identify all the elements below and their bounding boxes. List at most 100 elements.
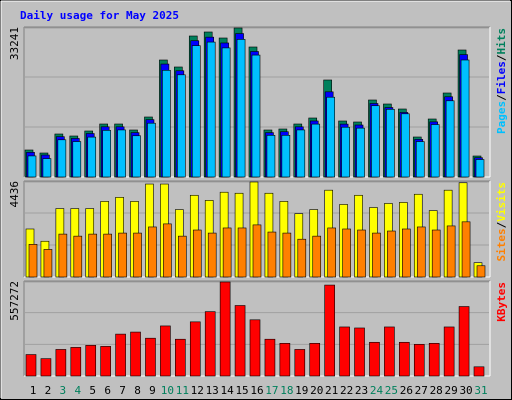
bar: [234, 305, 246, 377]
x-tick-label: 31: [474, 384, 487, 397]
bar: [473, 366, 485, 377]
x-tick-label: 30: [459, 384, 472, 397]
bar: [402, 228, 411, 278]
bar: [178, 235, 187, 278]
bar: [324, 284, 335, 377]
bar: [282, 232, 292, 278]
chart-title: Daily usage for May 2025: [20, 9, 179, 22]
bar: [103, 233, 112, 278]
x-tick-label: 15: [235, 384, 248, 397]
bar: [266, 135, 276, 178]
x-tick-label: 8: [134, 384, 141, 397]
x-tick-label: 7: [119, 384, 126, 397]
bar: [416, 226, 426, 278]
bar: [147, 122, 156, 178]
bar: [326, 96, 335, 178]
bar: [369, 341, 380, 377]
x-tick-label: 9: [149, 384, 156, 397]
bar: [415, 141, 425, 178]
bar: [145, 337, 156, 377]
x-tick-label: 20: [310, 384, 323, 397]
bar: [73, 235, 83, 278]
legend-separator: /: [495, 221, 508, 228]
bar: [133, 232, 142, 278]
bar: [163, 223, 172, 278]
bar: [461, 221, 471, 278]
x-tick-label: 14: [221, 384, 235, 397]
bar: [189, 321, 201, 377]
bar: [251, 54, 261, 178]
y-tick-label: 557272: [8, 281, 21, 321]
bar: [162, 70, 171, 178]
bar: [236, 39, 246, 178]
bar: [130, 331, 141, 377]
legend: Sites/Visits: [495, 182, 508, 262]
bar: [43, 249, 53, 278]
bar: [446, 225, 456, 278]
bar: [458, 306, 470, 377]
bar: [42, 158, 52, 178]
bar: [57, 139, 67, 178]
bar: [252, 224, 262, 278]
bar: [27, 155, 37, 178]
y-tick-label: 33241: [8, 27, 21, 60]
bar: [443, 326, 455, 377]
legend-separator: /: [495, 54, 508, 61]
y-tick-label: 4436: [8, 181, 21, 208]
x-tick-label: 26: [400, 384, 413, 397]
legend-entry: Visits: [495, 182, 508, 222]
bar: [354, 327, 365, 377]
bar: [177, 74, 186, 178]
bar: [387, 230, 396, 278]
bar: [204, 311, 216, 377]
x-tick-label: 23: [355, 384, 368, 397]
bar: [297, 238, 307, 278]
x-tick-label: 27: [415, 384, 428, 397]
x-tick-label: 17: [265, 384, 278, 397]
bar: [175, 338, 186, 377]
legend-entry: KBytes: [495, 282, 508, 322]
bar: [264, 338, 276, 377]
x-tick-label: 21: [325, 384, 338, 397]
x-tick-label: 24: [370, 384, 384, 397]
x-tick-label: 18: [280, 384, 293, 397]
bar: [445, 100, 455, 178]
x-tick-label: 4: [74, 384, 81, 397]
bar: [399, 341, 410, 377]
bar: [222, 227, 232, 278]
bar: [296, 129, 306, 178]
bar: [312, 235, 322, 278]
bar: [117, 129, 126, 178]
bar: [219, 281, 231, 377]
bar: [476, 265, 486, 278]
bar: [309, 343, 321, 377]
bar: [206, 41, 216, 178]
x-tick-label: 22: [340, 384, 353, 397]
bar: [372, 232, 381, 278]
bar: [70, 347, 82, 377]
x-tick-label: 3: [60, 384, 67, 397]
bar: [87, 136, 97, 178]
x-tick-label: 5: [89, 384, 96, 397]
bar: [160, 325, 171, 377]
bar: [28, 244, 38, 278]
x-tick-label: 10: [161, 384, 174, 397]
bar: [279, 343, 291, 377]
bar: [40, 358, 52, 377]
bar: [115, 333, 126, 377]
x-tick-label: 29: [445, 384, 458, 397]
bar: [118, 232, 127, 278]
x-tick-label: 1: [30, 384, 37, 397]
bar: [311, 123, 321, 178]
bar: [88, 233, 98, 278]
x-tick-label: 25: [385, 384, 398, 397]
legend-entry: Pages: [495, 101, 508, 134]
x-tick-label: 28: [430, 384, 443, 397]
bar: [460, 59, 470, 178]
legend-entry: Sites: [495, 228, 508, 261]
x-tick-label: 13: [206, 384, 219, 397]
bar: [237, 227, 247, 278]
bar: [191, 45, 201, 178]
bar: [221, 47, 231, 178]
